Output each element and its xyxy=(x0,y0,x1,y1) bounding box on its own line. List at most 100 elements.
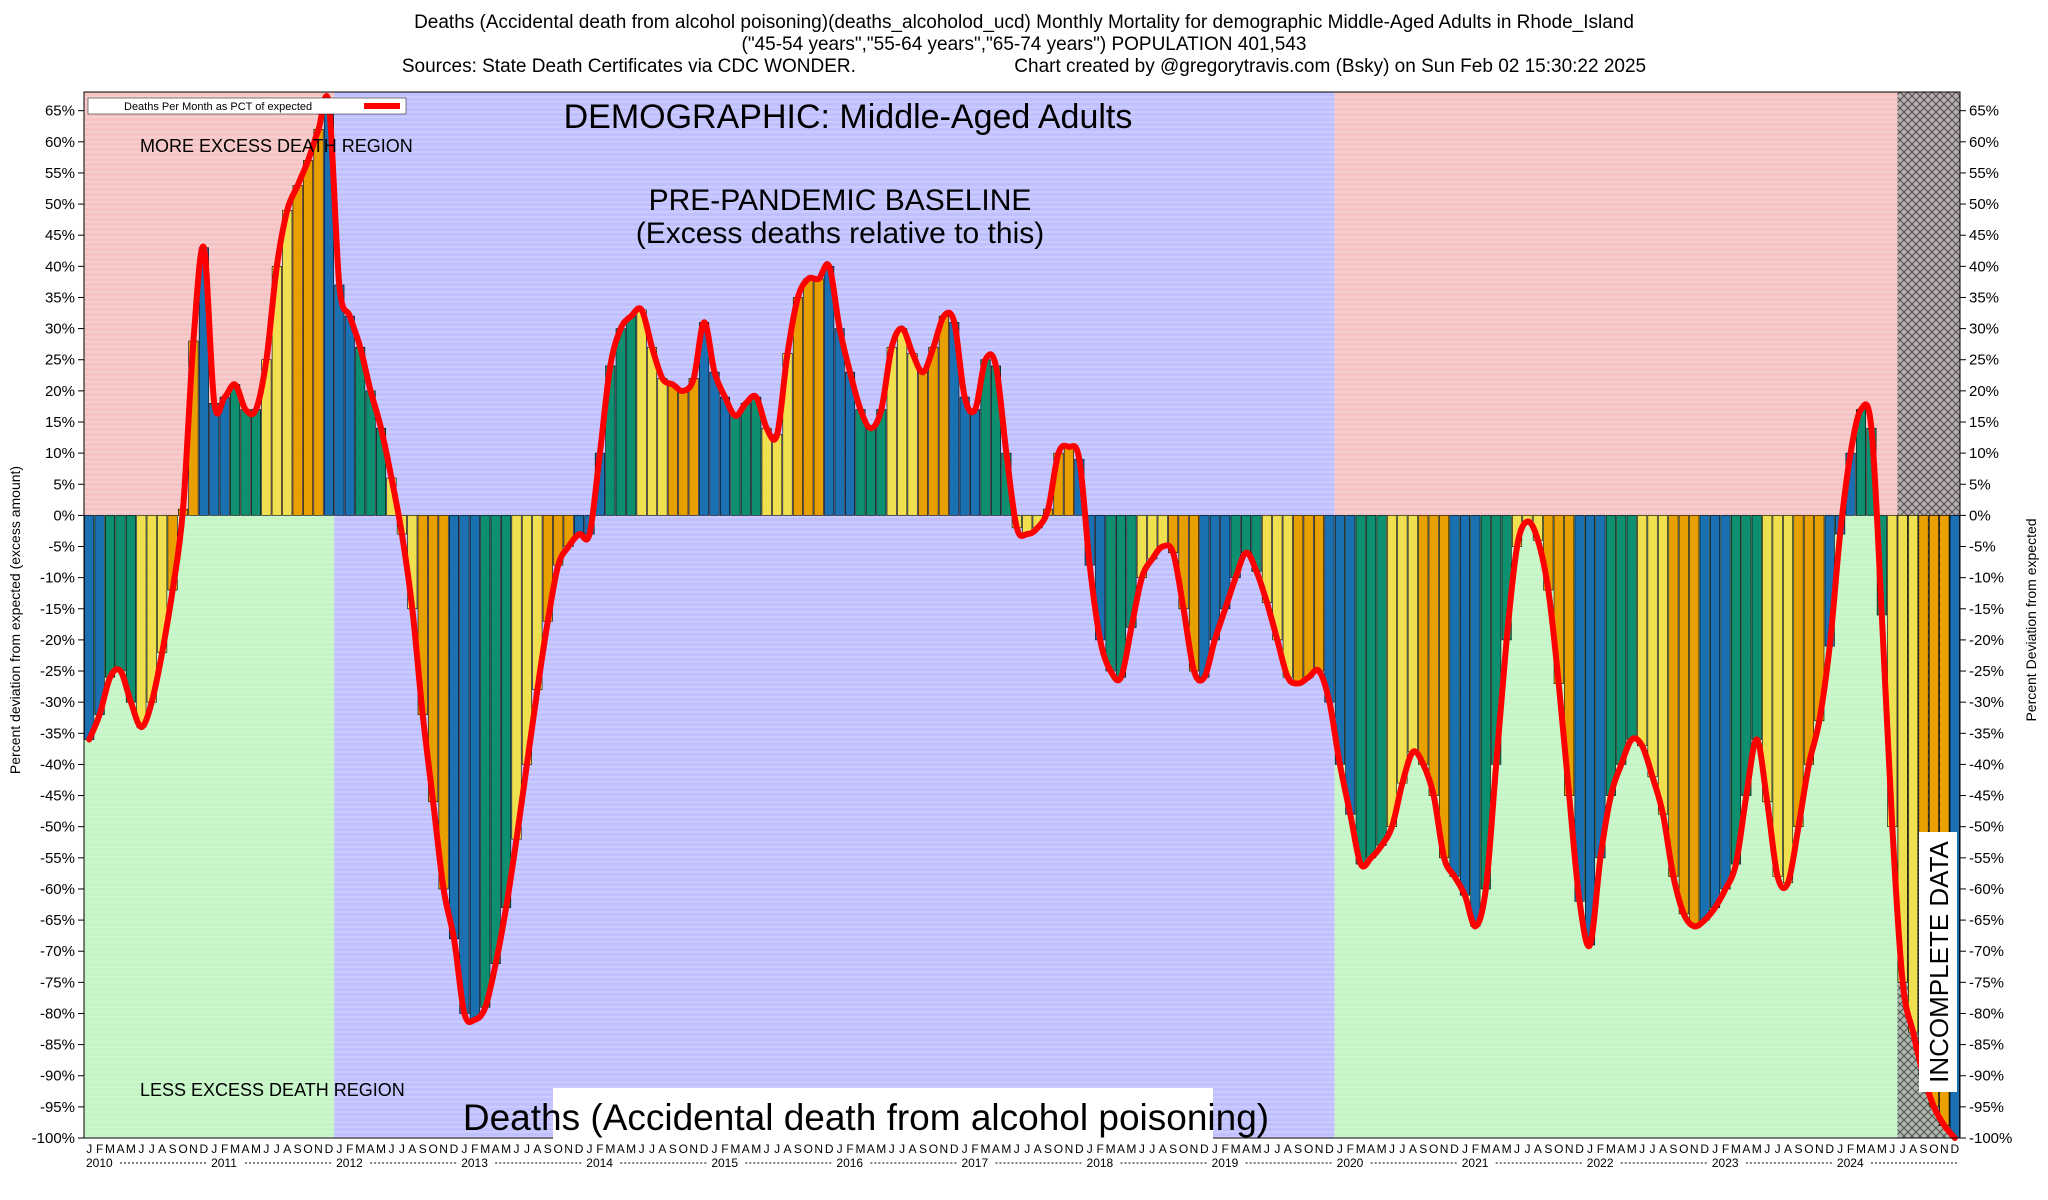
y-tick-label-left: 10% xyxy=(45,445,75,462)
x-month-label: A xyxy=(1492,1142,1500,1156)
x-year-label: 2017 xyxy=(961,1156,988,1170)
x-month-label: M xyxy=(855,1142,865,1156)
x-month-label: O xyxy=(1554,1142,1563,1156)
x-month-label: N xyxy=(564,1142,573,1156)
x-month-label: S xyxy=(1294,1142,1302,1156)
x-month-label: D xyxy=(325,1142,334,1156)
x-year-label: 2018 xyxy=(1087,1156,1114,1170)
x-year-label: 2022 xyxy=(1587,1156,1614,1170)
y-tick-label-right: -5% xyxy=(1969,539,1996,556)
bar xyxy=(1397,515,1408,784)
x-month-label: N xyxy=(1565,1142,1574,1156)
y-tick-label-right: 25% xyxy=(1969,352,1999,369)
y-tick-label-right: 65% xyxy=(1969,103,1999,120)
y-tick-label-right: -30% xyxy=(1969,694,2004,711)
bar xyxy=(803,278,814,516)
x-month-label: S xyxy=(419,1142,427,1156)
chart-subtitle: ("45-54 years","55-64 years","65-74 year… xyxy=(741,34,1307,55)
x-month-label: A xyxy=(742,1142,750,1156)
bar xyxy=(209,403,220,516)
x-month-label: O xyxy=(554,1142,563,1156)
bar xyxy=(438,515,449,890)
x-month-label: N xyxy=(439,1142,448,1156)
x-month-label: A xyxy=(1409,1142,1417,1156)
less-excess-region-label: LESS EXCESS DEATH REGION xyxy=(140,1080,405,1100)
legend: Deaths Per Month as PCT of expected xyxy=(87,97,407,115)
x-month-label: J xyxy=(764,1142,770,1156)
y-tick-label-right: -75% xyxy=(1969,974,2004,991)
bar xyxy=(1585,515,1596,946)
bar xyxy=(1751,515,1762,740)
baseline-label-2: (Excess deaths relative to this) xyxy=(636,217,1045,250)
y-tick-label-right: -90% xyxy=(1969,1068,2004,1085)
x-year-label: 2024 xyxy=(1837,1156,1864,1170)
y-tick-label-left: -90% xyxy=(40,1068,75,1085)
y-tick-label-right: -45% xyxy=(1969,788,2004,805)
x-month-label: J xyxy=(1139,1142,1145,1156)
bar xyxy=(1803,515,1814,765)
x-month-label: J xyxy=(649,1142,655,1156)
bar xyxy=(792,297,803,516)
y-tick-label-right: 55% xyxy=(1969,165,1999,182)
bar xyxy=(678,390,689,516)
y-tick-label-right: -55% xyxy=(1969,850,2004,867)
x-month-label: F xyxy=(471,1142,478,1156)
x-month-label: N xyxy=(689,1142,698,1156)
chart-title: Deaths (Accidental death from alcohol po… xyxy=(414,12,1634,33)
y-tick-label-right: 45% xyxy=(1969,227,1999,244)
x-month-label: A xyxy=(1659,1142,1667,1156)
x-month-label: F xyxy=(1722,1142,1729,1156)
x-month-label: O xyxy=(1679,1142,1688,1156)
bar xyxy=(240,409,251,516)
bar xyxy=(303,160,314,516)
x-month-label: M xyxy=(105,1142,115,1156)
y-tick-label-left: -60% xyxy=(40,881,75,898)
y-tick-label-left: -85% xyxy=(40,1037,75,1054)
x-month-label: J xyxy=(86,1142,92,1156)
bar xyxy=(501,515,512,908)
y-tick-label-right: -40% xyxy=(1969,756,2004,773)
bar xyxy=(1376,515,1387,846)
y-tick-label-left: -25% xyxy=(40,663,75,680)
x-month-label: N xyxy=(1315,1142,1324,1156)
more-excess-region-label: MORE EXCESS DEATH REGION xyxy=(140,136,413,156)
bar xyxy=(1605,515,1616,796)
x-month-label: N xyxy=(1190,1142,1199,1156)
bar xyxy=(824,266,835,516)
x-month-label: M xyxy=(1856,1142,1866,1156)
bar xyxy=(250,409,261,516)
bar xyxy=(1470,515,1481,927)
bar xyxy=(719,396,730,516)
y-tick-label-right: -10% xyxy=(1969,570,2004,587)
bar xyxy=(1595,515,1606,859)
x-month-label: O xyxy=(428,1142,437,1156)
x-month-label: O xyxy=(1929,1142,1938,1156)
x-month-label: M xyxy=(626,1142,636,1156)
bar xyxy=(1241,515,1252,554)
x-month-label: J xyxy=(1087,1142,1093,1156)
x-month-label: M xyxy=(251,1142,261,1156)
x-month-label: A xyxy=(909,1142,917,1156)
y-tick-label-right: -20% xyxy=(1969,632,2004,649)
bar xyxy=(480,515,491,1008)
x-month-label: J xyxy=(138,1142,144,1156)
bar-series xyxy=(84,104,1960,1139)
x-month-label: D xyxy=(200,1142,209,1156)
x-month-label: S xyxy=(294,1142,302,1156)
chart-sources-line: Sources: State Death Certificates via CD… xyxy=(0,56,2048,78)
x-year-label: 2012 xyxy=(336,1156,363,1170)
x-month-label: M xyxy=(1877,1142,1887,1156)
chart-title-block: Deaths (Accidental death from alcohol po… xyxy=(0,12,2048,78)
x-month-label: J xyxy=(1889,1142,1895,1156)
x-month-label: A xyxy=(533,1142,541,1156)
bar xyxy=(730,415,741,516)
x-year-label: 2013 xyxy=(461,1156,488,1170)
bar xyxy=(1157,515,1168,547)
x-month-label: J xyxy=(1712,1142,1718,1156)
bar-incomplete xyxy=(1908,515,1919,1033)
y-tick-label-left: -30% xyxy=(40,694,75,711)
bar xyxy=(1678,515,1689,915)
x-month-label: J xyxy=(774,1142,780,1156)
x-month-label: J xyxy=(1514,1142,1520,1156)
x-month-label: J xyxy=(1837,1142,1843,1156)
